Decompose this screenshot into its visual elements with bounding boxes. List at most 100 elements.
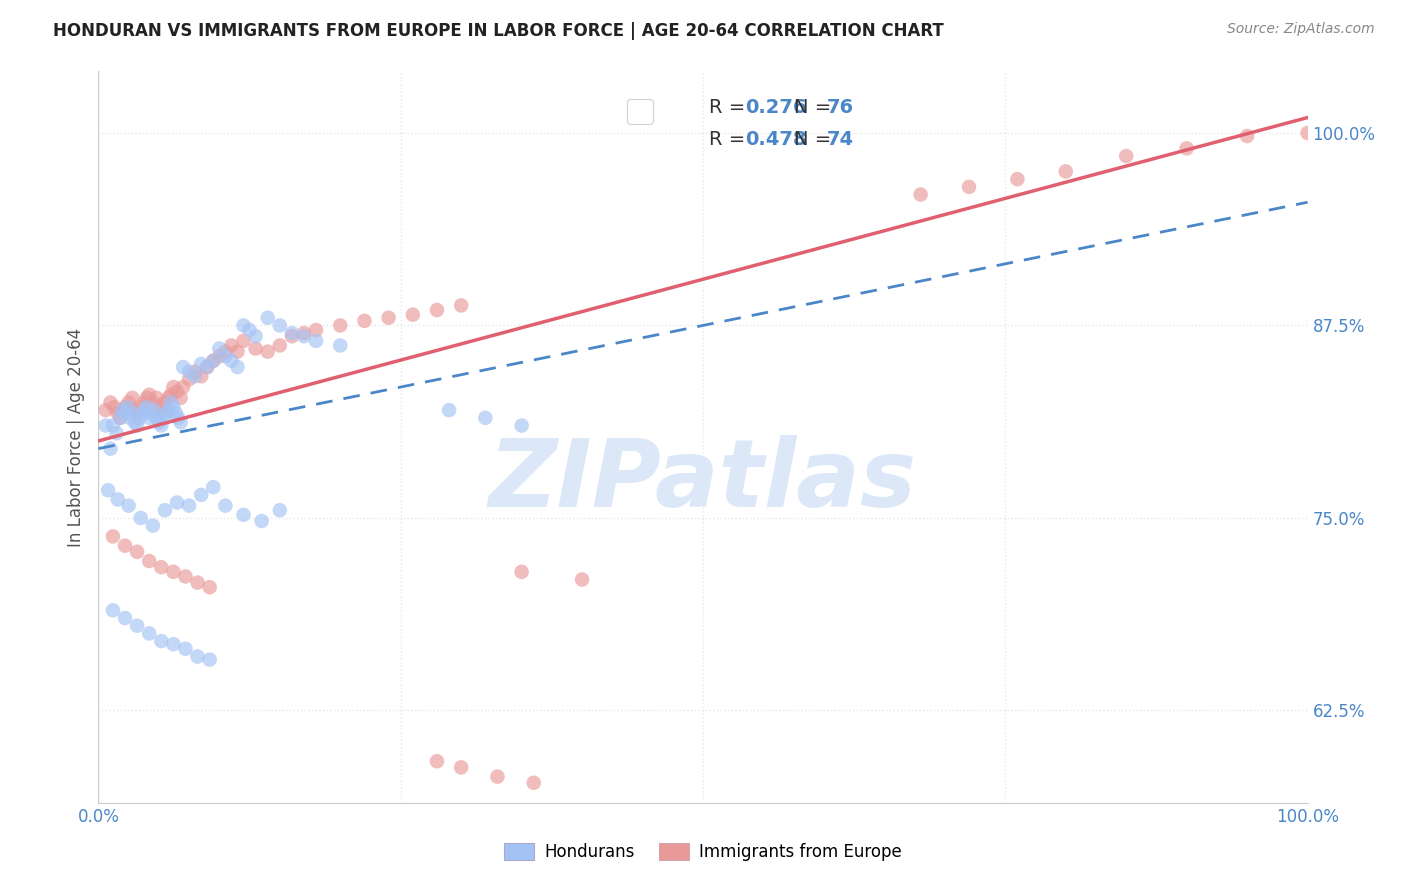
- Point: [281, 329, 304, 343]
- Point: [377, 310, 399, 325]
- Point: [121, 406, 143, 420]
- Point: [232, 318, 254, 333]
- Point: [269, 503, 291, 517]
- Point: [129, 400, 152, 414]
- Point: [157, 403, 180, 417]
- Point: [148, 400, 170, 414]
- Point: [114, 539, 136, 553]
- Point: [195, 359, 218, 374]
- Point: [232, 508, 254, 522]
- Point: [155, 406, 177, 420]
- Point: [152, 410, 174, 425]
- Point: [94, 418, 117, 433]
- Point: [107, 492, 129, 507]
- Text: 76: 76: [827, 98, 853, 118]
- Point: [172, 380, 194, 394]
- Point: [148, 416, 170, 430]
- Point: [162, 637, 184, 651]
- Point: [138, 388, 160, 402]
- Point: [208, 349, 231, 363]
- Point: [166, 495, 188, 509]
- Point: [160, 388, 183, 402]
- Point: [165, 406, 187, 420]
- Point: [127, 406, 149, 420]
- Point: [256, 344, 278, 359]
- Text: R =: R =: [709, 98, 752, 118]
- Point: [135, 400, 157, 414]
- Point: [134, 403, 156, 417]
- Point: [910, 187, 932, 202]
- Point: [187, 649, 209, 664]
- Point: [292, 329, 315, 343]
- Point: [162, 400, 184, 414]
- Point: [135, 391, 157, 405]
- Point: [1007, 172, 1029, 186]
- Point: [202, 354, 225, 368]
- Point: [329, 318, 352, 333]
- Point: [179, 499, 201, 513]
- Point: [510, 565, 533, 579]
- Point: [214, 344, 236, 359]
- Point: [128, 410, 150, 425]
- Point: [169, 416, 191, 430]
- Point: [232, 334, 254, 348]
- Point: [167, 410, 190, 425]
- Point: [292, 326, 315, 340]
- Point: [103, 400, 125, 414]
- Point: [145, 410, 167, 425]
- Point: [131, 406, 153, 420]
- Point: [305, 323, 328, 337]
- Point: [957, 179, 980, 194]
- Point: [124, 416, 146, 430]
- Point: [153, 395, 176, 409]
- Point: [141, 406, 163, 420]
- Point: [101, 529, 124, 543]
- Point: [426, 303, 449, 318]
- Point: [114, 611, 136, 625]
- Point: [127, 418, 149, 433]
- Point: [150, 418, 173, 433]
- Text: N =: N =: [793, 98, 837, 118]
- Point: [166, 384, 188, 399]
- Point: [329, 338, 352, 352]
- Point: [101, 603, 124, 617]
- Point: [153, 503, 176, 517]
- Point: [179, 372, 201, 386]
- Point: [117, 400, 139, 414]
- Point: [111, 403, 134, 417]
- Point: [221, 354, 243, 368]
- Point: [190, 488, 212, 502]
- Legend: Hondurans, Immigrants from Europe: Hondurans, Immigrants from Europe: [498, 836, 908, 868]
- Point: [221, 338, 243, 352]
- Point: [142, 395, 165, 409]
- Point: [172, 359, 194, 374]
- Point: [105, 426, 128, 441]
- Point: [127, 618, 149, 632]
- Point: [138, 554, 160, 568]
- Point: [107, 406, 129, 420]
- Point: [571, 573, 593, 587]
- Point: [114, 406, 136, 420]
- Point: [101, 418, 124, 433]
- Point: [100, 442, 122, 456]
- Point: [150, 403, 173, 417]
- Point: [226, 344, 249, 359]
- Point: [437, 403, 460, 417]
- Point: [208, 342, 231, 356]
- Point: [138, 410, 160, 425]
- Point: [162, 565, 184, 579]
- Text: N =: N =: [793, 130, 837, 149]
- Point: [118, 499, 141, 513]
- Point: [160, 395, 183, 409]
- Point: [150, 634, 173, 648]
- Text: HONDURAN VS IMMIGRANTS FROM EUROPE IN LABOR FORCE | AGE 20-64 CORRELATION CHART: HONDURAN VS IMMIGRANTS FROM EUROPE IN LA…: [53, 22, 945, 40]
- Text: Source: ZipAtlas.com: Source: ZipAtlas.com: [1227, 22, 1375, 37]
- Point: [108, 410, 131, 425]
- Point: [1054, 164, 1077, 178]
- Text: ZIPatlas: ZIPatlas: [489, 435, 917, 527]
- Point: [127, 545, 149, 559]
- Point: [239, 323, 262, 337]
- Point: [138, 626, 160, 640]
- Point: [174, 641, 197, 656]
- Point: [202, 480, 225, 494]
